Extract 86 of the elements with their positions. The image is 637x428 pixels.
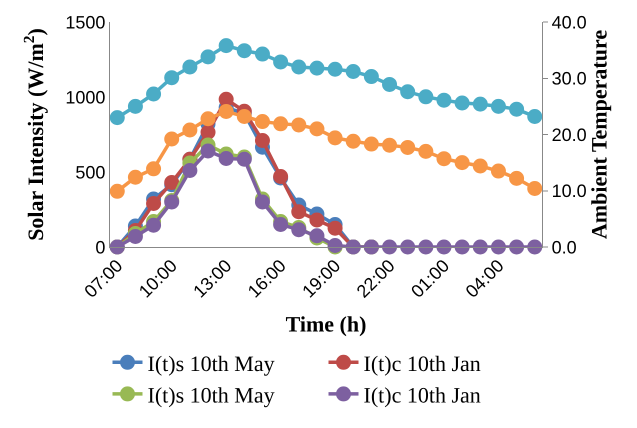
- point: [182, 60, 198, 74]
- point: [291, 117, 306, 132]
- point: [346, 134, 361, 149]
- y2-tick-label: 40.0: [552, 12, 587, 32]
- point: [328, 220, 343, 236]
- point: [291, 60, 306, 74]
- point: [254, 194, 270, 210]
- y2-axis-title: Ambient Temperature: [586, 30, 612, 240]
- point: [436, 240, 452, 254]
- point: [400, 240, 416, 254]
- point: [418, 89, 434, 104]
- point: [436, 151, 452, 166]
- point: [146, 161, 162, 176]
- point: [273, 54, 288, 70]
- point: [218, 104, 234, 119]
- legend-label: I(t)c 10th Jan: [364, 350, 481, 376]
- point: [400, 140, 416, 155]
- point: [128, 98, 143, 114]
- legend-label: I(t)c 10th Jan: [364, 382, 481, 408]
- point: [454, 240, 470, 254]
- point: [218, 151, 234, 166]
- point: [146, 196, 162, 211]
- point: [382, 138, 398, 153]
- point: [490, 98, 506, 114]
- point: [164, 132, 180, 146]
- y-tick-label: 0: [95, 237, 106, 258]
- point: [236, 43, 252, 58]
- point: [418, 240, 434, 254]
- y2-tick-label: 0.0: [552, 237, 577, 258]
- point: [472, 96, 488, 112]
- point: [509, 102, 524, 117]
- point: [146, 218, 162, 233]
- point: [328, 130, 343, 146]
- point: [418, 144, 434, 159]
- point: [128, 229, 143, 244]
- legend-label: I(t)s 10th May: [148, 382, 275, 408]
- point: [346, 64, 361, 79]
- point: [436, 92, 452, 108]
- point: [110, 110, 125, 126]
- point: [328, 62, 343, 77]
- point: [146, 86, 162, 102]
- point: [182, 122, 198, 138]
- point: [254, 46, 270, 62]
- y-tick-label: 1000: [65, 87, 106, 108]
- y-tick-label: 1500: [65, 12, 106, 32]
- point: [382, 240, 398, 254]
- point: [527, 109, 542, 124]
- x-axis-title: Time (h): [286, 312, 366, 337]
- point: [110, 184, 125, 199]
- point: [400, 84, 416, 100]
- point: [218, 92, 234, 107]
- point: [454, 155, 470, 170]
- point: [509, 170, 524, 186]
- y2-tick-label: 30.0: [552, 68, 587, 89]
- point: [236, 109, 252, 124]
- point: [164, 175, 180, 190]
- point: [509, 240, 524, 254]
- point: [527, 181, 542, 196]
- point: [364, 136, 379, 152]
- point: [200, 144, 216, 158]
- point: [128, 170, 143, 185]
- point: [309, 121, 324, 136]
- point: [490, 164, 506, 179]
- point: [472, 158, 488, 174]
- point: [490, 240, 506, 254]
- point: [527, 240, 542, 254]
- point: [200, 49, 216, 64]
- y2-tick-label: 10.0: [552, 181, 587, 202]
- point: [273, 116, 288, 132]
- point: [382, 76, 398, 92]
- point: [273, 217, 288, 232]
- point: [472, 240, 488, 254]
- point: [309, 212, 324, 228]
- point: [254, 133, 270, 148]
- point: [218, 38, 234, 54]
- point: [164, 70, 180, 86]
- point: [291, 204, 306, 220]
- legend-label: I(t)s 10th May: [148, 350, 275, 376]
- point: [254, 114, 270, 130]
- y2-tick-label: 20.0: [552, 124, 587, 145]
- point: [364, 69, 379, 84]
- point: [454, 96, 470, 110]
- point: [309, 60, 324, 76]
- point: [200, 111, 216, 126]
- y-tick-label: 500: [75, 162, 106, 182]
- point: [182, 163, 198, 178]
